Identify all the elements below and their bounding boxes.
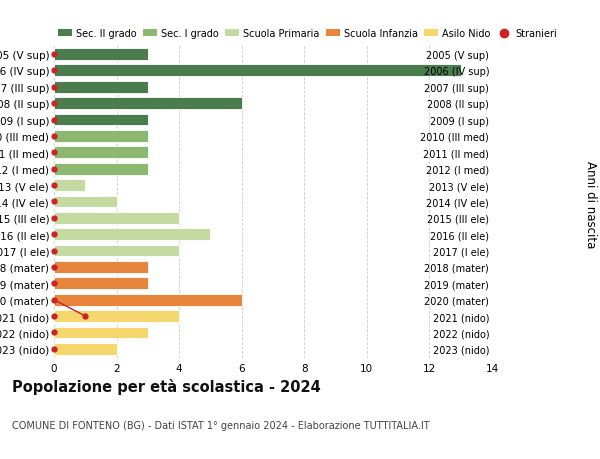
Text: Anni di nascita: Anni di nascita bbox=[584, 161, 597, 248]
Bar bbox=[54, 98, 242, 110]
Bar bbox=[54, 82, 148, 94]
Bar bbox=[54, 131, 148, 142]
Legend: Sec. II grado, Sec. I grado, Scuola Primaria, Scuola Infanzia, Asilo Nido, Stran: Sec. II grado, Sec. I grado, Scuola Prim… bbox=[54, 25, 560, 43]
Bar bbox=[54, 147, 148, 159]
Bar bbox=[54, 245, 179, 257]
Bar bbox=[54, 262, 148, 273]
Bar bbox=[54, 180, 85, 191]
Bar bbox=[54, 310, 179, 322]
Bar bbox=[54, 294, 242, 306]
Text: Popolazione per età scolastica - 2024: Popolazione per età scolastica - 2024 bbox=[12, 379, 321, 395]
Bar bbox=[54, 65, 461, 77]
Bar bbox=[54, 196, 116, 208]
Bar bbox=[54, 278, 148, 290]
Bar bbox=[54, 213, 179, 224]
Bar bbox=[54, 163, 148, 175]
Bar bbox=[54, 327, 148, 339]
Bar bbox=[54, 229, 211, 241]
Bar bbox=[54, 114, 148, 126]
Bar bbox=[54, 49, 148, 61]
Bar bbox=[54, 343, 116, 355]
Text: COMUNE DI FONTENO (BG) - Dati ISTAT 1° gennaio 2024 - Elaborazione TUTTITALIA.IT: COMUNE DI FONTENO (BG) - Dati ISTAT 1° g… bbox=[12, 420, 430, 430]
